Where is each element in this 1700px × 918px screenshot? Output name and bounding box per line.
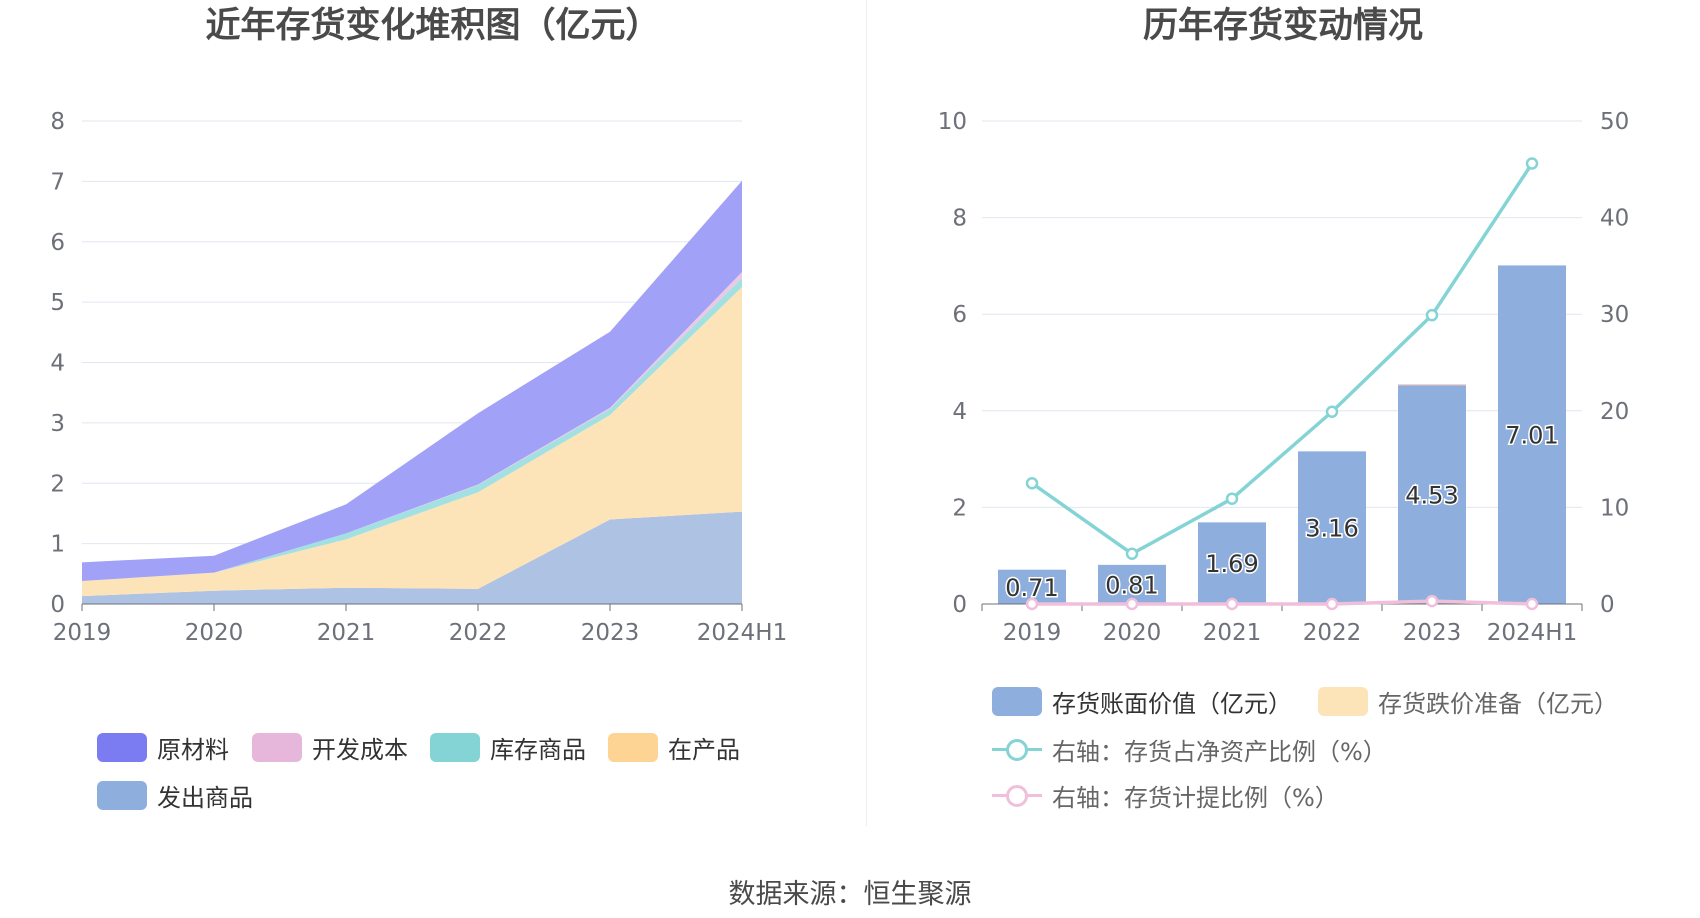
legend-item: 发出商品 bbox=[97, 778, 253, 812]
bar bbox=[1398, 385, 1466, 604]
y-right-tick-label: 50 bbox=[1600, 109, 1629, 135]
line-point bbox=[1325, 597, 1339, 611]
legend-label: 存货跌价准备（亿元） bbox=[1378, 689, 1618, 718]
y-right-tick-label: 0 bbox=[1600, 592, 1615, 618]
y-right-tick-label: 40 bbox=[1600, 206, 1629, 232]
legend-line-swatch bbox=[992, 735, 1042, 764]
line-point bbox=[1425, 308, 1439, 322]
legend-dot bbox=[1006, 784, 1028, 807]
bar bbox=[1298, 451, 1366, 604]
x-tick-label: 2020 bbox=[1103, 620, 1162, 646]
y-left-tick-label: 10 bbox=[938, 109, 967, 135]
bar-line-combo-chart: 0 2 4 6 8 10 0 10 20 30 40 50 0.71 0.81 1.69 3.16 4.53 7.… bbox=[938, 109, 1630, 646]
line-point bbox=[1325, 405, 1339, 419]
legend-swatch bbox=[97, 732, 147, 762]
y-left-tick-label: 4 bbox=[952, 399, 967, 425]
legend-item: 开发成本 bbox=[252, 730, 408, 764]
legend-label: 开发成本 bbox=[312, 735, 408, 764]
legend-swatch bbox=[1318, 686, 1368, 716]
area-series-4 bbox=[82, 180, 742, 582]
x-tick-label: 2023 bbox=[581, 620, 640, 646]
area-series-0 bbox=[82, 511, 742, 604]
stacked-area-chart: 0 1 2 3 4 5 6 7 8 2019 2020 2021 2022 2023 2024H1 bbox=[50, 109, 787, 646]
y-tick-label: 7 bbox=[50, 169, 65, 195]
y-tick-label: 1 bbox=[50, 532, 65, 558]
provision-bar bbox=[1398, 384, 1466, 386]
x-tick-label: 2023 bbox=[1403, 620, 1462, 646]
y-right-tick-label: 30 bbox=[1600, 302, 1629, 328]
right-chart-title: 历年存货变动情况 bbox=[1142, 6, 1423, 46]
y-left-tick-label: 8 bbox=[952, 206, 967, 232]
bar-value-label: 3.16 bbox=[1305, 515, 1358, 543]
legend-swatch bbox=[430, 732, 480, 762]
provision-ratio-line bbox=[1032, 599, 1533, 606]
y-right-tick-label: 10 bbox=[1600, 495, 1629, 521]
legend-swatch bbox=[97, 780, 147, 810]
x-tick-label: 2020 bbox=[185, 620, 244, 646]
x-tick-label: 2021 bbox=[1203, 620, 1262, 646]
x-tick-label: 2024H1 bbox=[1487, 620, 1577, 646]
line-point bbox=[1225, 492, 1239, 505]
legend-label: 存货账面价值（亿元） bbox=[1052, 689, 1292, 718]
bar-value-label: 7.01 bbox=[1505, 422, 1558, 450]
y-left-tick-label: 0 bbox=[952, 592, 967, 618]
x-tick-label: 2021 bbox=[317, 620, 376, 646]
bar-value-label: 1.69 bbox=[1205, 550, 1258, 578]
legend-label: 发出商品 bbox=[157, 783, 253, 812]
left-chart-title: 近年存货变化堆积图（亿元） bbox=[205, 6, 661, 46]
legend-item: 右轴：存货计提比例（%） bbox=[992, 778, 1339, 812]
bar bbox=[1098, 564, 1166, 604]
legend-label: 库存商品 bbox=[490, 735, 586, 764]
y-tick-label: 4 bbox=[50, 351, 65, 377]
bar-value-label: 0.71 bbox=[1005, 574, 1058, 602]
x-tick-label: 2022 bbox=[449, 620, 508, 646]
bar-value-label: 0.81 bbox=[1105, 571, 1158, 599]
y-tick-label: 5 bbox=[50, 290, 65, 316]
data-source-note: 数据来源：恒生聚源 bbox=[728, 879, 972, 910]
line-point bbox=[1125, 547, 1139, 561]
bar bbox=[1198, 522, 1266, 604]
y-left-tick-label: 2 bbox=[952, 495, 967, 521]
legend-item: 右轴：存货占净资产比例（%） bbox=[992, 732, 1387, 766]
legend-label: 在产品 bbox=[668, 735, 740, 764]
x-tick-label: 2019 bbox=[53, 620, 112, 646]
legend-swatch bbox=[608, 732, 658, 762]
x-tick-label: 2019 bbox=[1003, 620, 1062, 646]
legend-item: 原材料 bbox=[97, 730, 229, 764]
y-tick-label: 2 bbox=[50, 471, 65, 497]
line-point bbox=[1025, 477, 1039, 490]
line-point bbox=[1125, 597, 1139, 611]
right-chart-panel: 历年存货变动情况 0 2 4 6 8 10 0 10 20 30 40 50 0.71 0.81 1.69 3… bbox=[866, 0, 1700, 918]
bar bbox=[1498, 265, 1566, 604]
legend-line-swatch bbox=[992, 781, 1042, 810]
line-point bbox=[1025, 597, 1039, 611]
y-right-tick-label: 20 bbox=[1600, 399, 1629, 425]
y-tick-label: 3 bbox=[50, 411, 65, 437]
y-tick-label: 6 bbox=[50, 230, 65, 256]
area-series-1 bbox=[82, 287, 742, 597]
legend-swatch bbox=[992, 686, 1042, 716]
y-left-tick-label: 6 bbox=[952, 302, 967, 328]
legend-label: 右轴：存货计提比例（%） bbox=[1052, 783, 1339, 812]
legend-item: 在产品 bbox=[608, 730, 740, 764]
left-chart-panel: 近年存货变化堆积图（亿元） 0 1 2 3 4 5 6 7 8 2019 2020 2021 2022 2… bbox=[50, 6, 787, 812]
panel-divider bbox=[866, 0, 867, 826]
x-tick-label: 2022 bbox=[1303, 620, 1362, 646]
legend-item: 库存商品 bbox=[430, 730, 586, 764]
line-point bbox=[1225, 597, 1239, 611]
line-point bbox=[1525, 157, 1539, 170]
line-point bbox=[1525, 597, 1539, 611]
y-tick-label: 0 bbox=[50, 592, 65, 618]
legend-item: 存货跌价准备（亿元） bbox=[1318, 684, 1618, 718]
bar-value-label: 4.53 bbox=[1405, 482, 1458, 510]
legend-label: 右轴：存货占净资产比例（%） bbox=[1052, 737, 1387, 766]
x-tick-label: 2024H1 bbox=[697, 620, 787, 646]
legend-item: 存货账面价值（亿元） bbox=[992, 684, 1292, 718]
net-asset-ratio-line bbox=[1030, 162, 1534, 556]
legend-label: 原材料 bbox=[157, 735, 229, 764]
legend-swatch bbox=[252, 732, 302, 762]
legend-dot bbox=[1006, 738, 1028, 761]
line-point bbox=[1425, 594, 1439, 608]
y-tick-label: 8 bbox=[50, 109, 65, 135]
